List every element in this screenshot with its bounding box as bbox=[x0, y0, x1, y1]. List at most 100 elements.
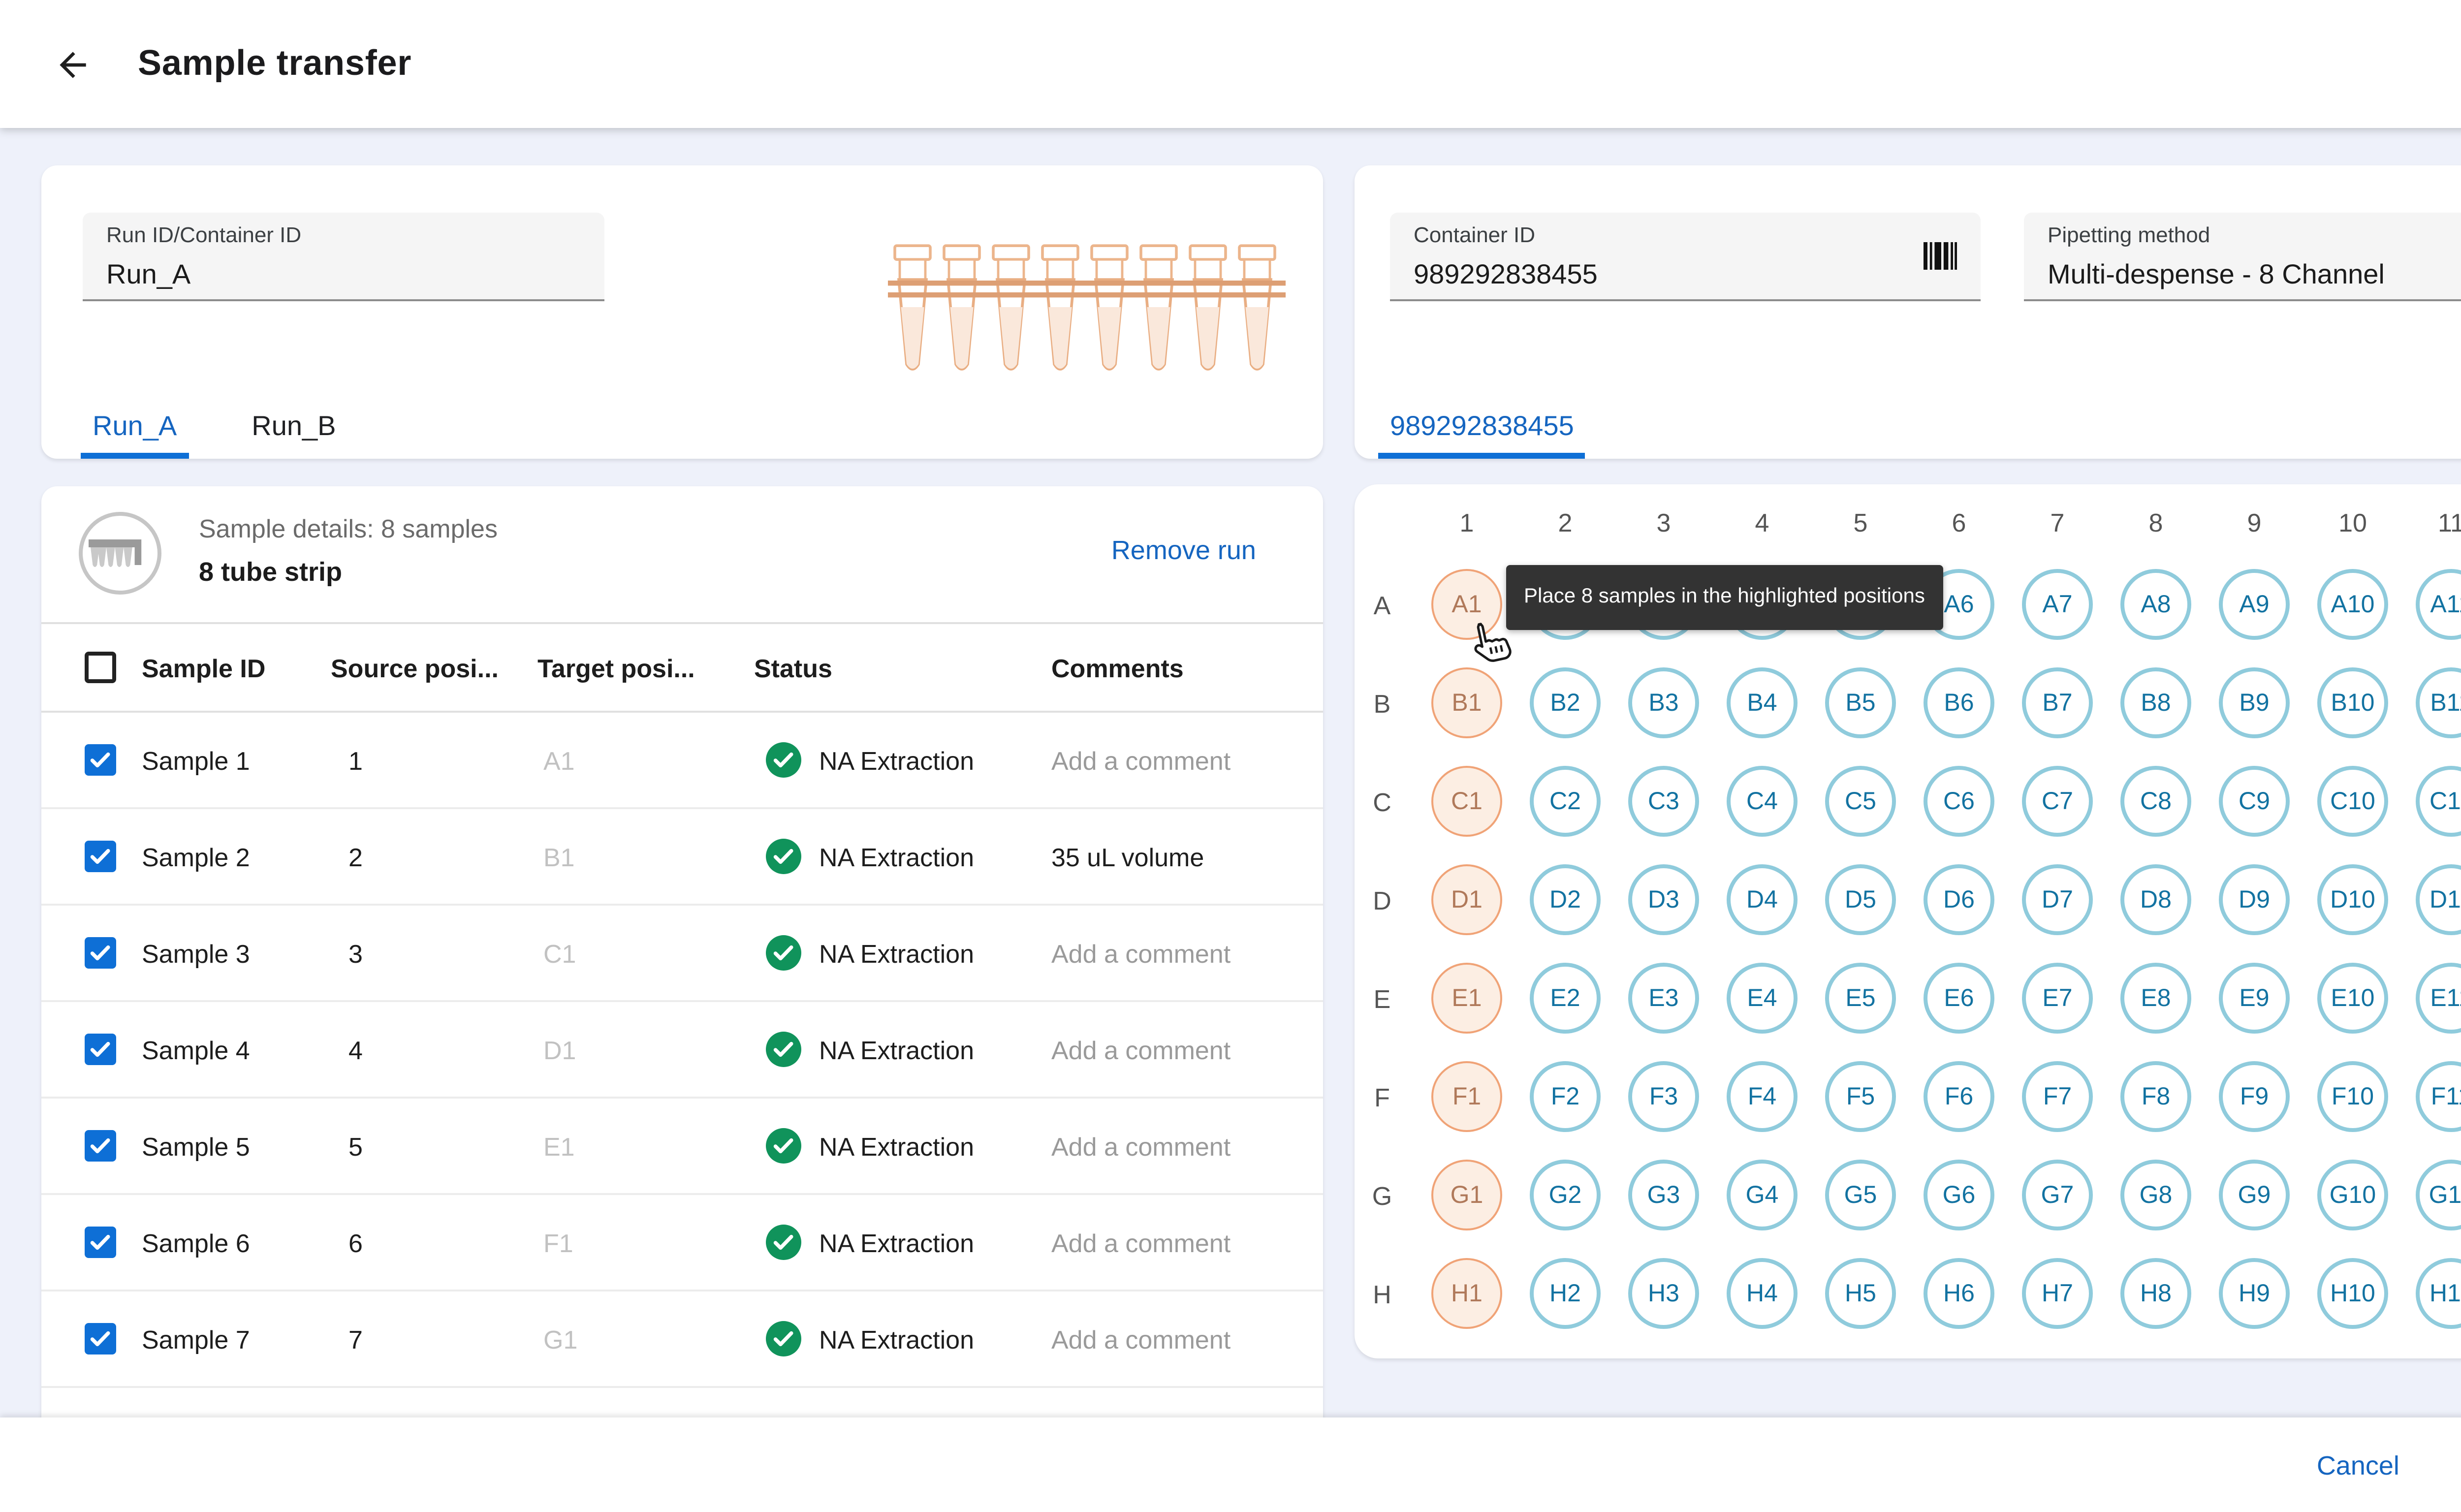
well-G6[interactable]: G6 bbox=[1924, 1160, 1994, 1230]
well-C3[interactable]: C3 bbox=[1628, 766, 1699, 837]
well-E2[interactable]: E2 bbox=[1530, 963, 1601, 1034]
well-C11[interactable]: C11 bbox=[2416, 766, 2461, 837]
well-B11[interactable]: B11 bbox=[2416, 667, 2461, 738]
well-H1[interactable]: H1 bbox=[1431, 1258, 1502, 1329]
row-checkbox[interactable] bbox=[85, 1130, 116, 1162]
well-E11[interactable]: E11 bbox=[2416, 963, 2461, 1034]
well-D6[interactable]: D6 bbox=[1924, 864, 1994, 935]
well-F2[interactable]: F2 bbox=[1530, 1061, 1601, 1132]
well-E8[interactable]: E8 bbox=[2120, 963, 2191, 1034]
well-G2[interactable]: G2 bbox=[1530, 1160, 1601, 1230]
comment-field[interactable]: Add a comment bbox=[1051, 1228, 1230, 1258]
tab-run-b[interactable]: Run_B bbox=[240, 410, 347, 459]
well-D4[interactable]: D4 bbox=[1727, 864, 1798, 935]
well-G7[interactable]: G7 bbox=[2022, 1160, 2093, 1230]
well-F10[interactable]: F10 bbox=[2317, 1061, 2388, 1132]
well-F5[interactable]: F5 bbox=[1825, 1061, 1896, 1132]
well-B9[interactable]: B9 bbox=[2219, 667, 2290, 738]
well-F11[interactable]: F11 bbox=[2416, 1061, 2461, 1132]
well-H11[interactable]: H11 bbox=[2416, 1258, 2461, 1329]
well-G5[interactable]: G5 bbox=[1825, 1160, 1896, 1230]
well-E1[interactable]: E1 bbox=[1431, 963, 1502, 1034]
table-row[interactable]: Sample 88H1NA ExtractionAdd a comment bbox=[41, 1388, 1323, 1418]
well-B8[interactable]: B8 bbox=[2120, 667, 2191, 738]
well-F3[interactable]: F3 bbox=[1628, 1061, 1699, 1132]
well-D5[interactable]: D5 bbox=[1825, 864, 1896, 935]
well-G11[interactable]: G11 bbox=[2416, 1160, 2461, 1230]
well-A11[interactable]: A11 bbox=[2416, 569, 2461, 640]
well-F4[interactable]: F4 bbox=[1727, 1061, 1798, 1132]
well-C8[interactable]: C8 bbox=[2120, 766, 2191, 837]
well-F1[interactable]: F1 bbox=[1431, 1061, 1502, 1132]
back-button[interactable] bbox=[49, 40, 96, 88]
select-all-checkbox[interactable] bbox=[85, 652, 116, 683]
comment-field[interactable]: Add a comment bbox=[1051, 746, 1230, 776]
remove-run-button[interactable]: Remove run bbox=[1111, 536, 1256, 565]
well-D11[interactable]: D11 bbox=[2416, 864, 2461, 935]
well-D8[interactable]: D8 bbox=[2120, 864, 2191, 935]
cancel-button[interactable]: Cancel bbox=[2297, 1438, 2419, 1491]
well-G8[interactable]: G8 bbox=[2120, 1160, 2191, 1230]
table-row[interactable]: Sample 66F1NA ExtractionAdd a comment bbox=[41, 1195, 1323, 1292]
well-E4[interactable]: E4 bbox=[1727, 963, 1798, 1034]
well-B5[interactable]: B5 bbox=[1825, 667, 1896, 738]
well-D9[interactable]: D9 bbox=[2219, 864, 2290, 935]
well-H6[interactable]: H6 bbox=[1924, 1258, 1994, 1329]
comment-field[interactable]: 35 uL volume bbox=[1051, 843, 1204, 872]
table-row[interactable]: Sample 33C1NA ExtractionAdd a comment bbox=[41, 906, 1323, 1002]
tab-container-id[interactable]: 989292838455 bbox=[1378, 410, 1586, 459]
table-row[interactable]: Sample 22B1NA Extraction35 uL volume bbox=[41, 809, 1323, 906]
row-checkbox[interactable] bbox=[85, 1323, 116, 1354]
comment-field[interactable]: Add a comment bbox=[1051, 939, 1230, 969]
table-row[interactable]: Sample 55E1NA ExtractionAdd a comment bbox=[41, 1099, 1323, 1195]
well-F9[interactable]: F9 bbox=[2219, 1061, 2290, 1132]
pipetting-method-select[interactable]: Pipetting method Multi-despense - 8 Chan… bbox=[2024, 213, 2461, 301]
well-A9[interactable]: A9 bbox=[2219, 569, 2290, 640]
table-row[interactable]: Sample 44D1NA ExtractionAdd a comment bbox=[41, 1002, 1323, 1099]
well-C10[interactable]: C10 bbox=[2317, 766, 2388, 837]
well-E7[interactable]: E7 bbox=[2022, 963, 2093, 1034]
well-F8[interactable]: F8 bbox=[2120, 1061, 2191, 1132]
well-B3[interactable]: B3 bbox=[1628, 667, 1699, 738]
well-A8[interactable]: A8 bbox=[2120, 569, 2191, 640]
well-G4[interactable]: G4 bbox=[1727, 1160, 1798, 1230]
well-G10[interactable]: G10 bbox=[2317, 1160, 2388, 1230]
well-B6[interactable]: B6 bbox=[1924, 667, 1994, 738]
well-H10[interactable]: H10 bbox=[2317, 1258, 2388, 1329]
run-id-field[interactable]: Run ID/Container ID Run_A bbox=[83, 213, 604, 301]
well-D2[interactable]: D2 bbox=[1530, 864, 1601, 935]
well-C4[interactable]: C4 bbox=[1727, 766, 1798, 837]
comment-field[interactable]: Add a comment bbox=[1051, 1325, 1230, 1354]
well-F6[interactable]: F6 bbox=[1924, 1061, 1994, 1132]
well-H7[interactable]: H7 bbox=[2022, 1258, 2093, 1329]
well-B4[interactable]: B4 bbox=[1727, 667, 1798, 738]
well-B7[interactable]: B7 bbox=[2022, 667, 2093, 738]
well-G1[interactable]: G1 bbox=[1431, 1160, 1502, 1230]
well-D7[interactable]: D7 bbox=[2022, 864, 2093, 935]
comment-field[interactable]: Add a comment bbox=[1051, 1036, 1230, 1065]
container-id-field[interactable]: Container ID 989292838455 bbox=[1390, 213, 1981, 301]
well-E6[interactable]: E6 bbox=[1924, 963, 1994, 1034]
well-A10[interactable]: A10 bbox=[2317, 569, 2388, 640]
well-D3[interactable]: D3 bbox=[1628, 864, 1699, 935]
well-E3[interactable]: E3 bbox=[1628, 963, 1699, 1034]
well-B1[interactable]: B1 bbox=[1431, 667, 1502, 738]
well-A7[interactable]: A7 bbox=[2022, 569, 2093, 640]
well-H3[interactable]: H3 bbox=[1628, 1258, 1699, 1329]
table-row[interactable]: Sample 11A1NA ExtractionAdd a comment bbox=[41, 713, 1323, 809]
well-C6[interactable]: C6 bbox=[1924, 766, 1994, 837]
well-H9[interactable]: H9 bbox=[2219, 1258, 2290, 1329]
well-E10[interactable]: E10 bbox=[2317, 963, 2388, 1034]
well-E5[interactable]: E5 bbox=[1825, 963, 1896, 1034]
well-C2[interactable]: C2 bbox=[1530, 766, 1601, 837]
well-H5[interactable]: H5 bbox=[1825, 1258, 1896, 1329]
well-C1[interactable]: C1 bbox=[1431, 766, 1502, 837]
well-G3[interactable]: G3 bbox=[1628, 1160, 1699, 1230]
tab-run-a[interactable]: Run_A bbox=[81, 410, 189, 459]
well-F7[interactable]: F7 bbox=[2022, 1061, 2093, 1132]
row-checkbox[interactable] bbox=[85, 937, 116, 969]
well-B2[interactable]: B2 bbox=[1530, 667, 1601, 738]
row-checkbox[interactable] bbox=[85, 744, 116, 776]
row-checkbox[interactable] bbox=[85, 841, 116, 872]
row-checkbox[interactable] bbox=[85, 1227, 116, 1258]
